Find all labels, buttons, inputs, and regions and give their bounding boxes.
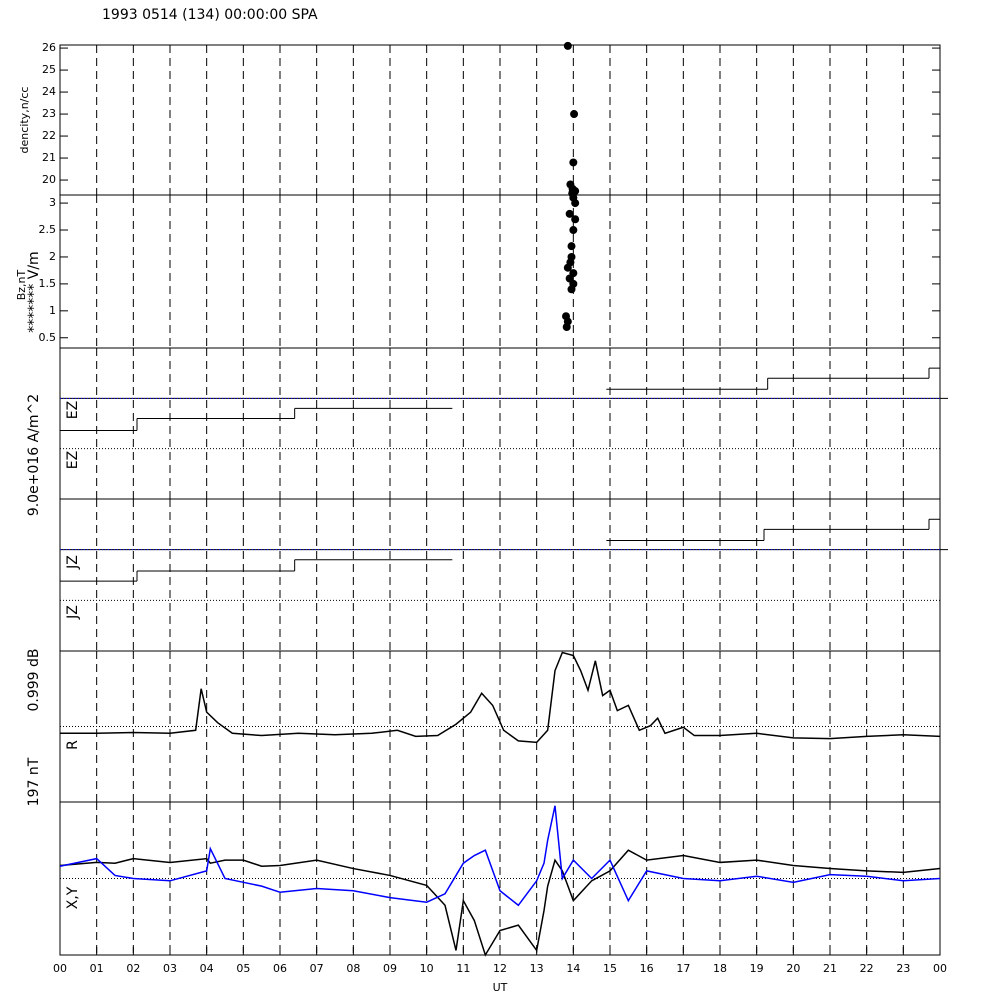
y-tick-label: 0.5	[39, 331, 57, 344]
y-tick-label: 1.5	[39, 277, 57, 290]
x-tick-label: 23	[896, 962, 910, 975]
x-tick-label: 14	[566, 962, 580, 975]
y-tick-label: 21	[42, 151, 56, 164]
y-tick-label: 1	[49, 304, 56, 317]
data-point	[569, 269, 578, 278]
x-tick-label: 17	[676, 962, 690, 975]
x-tick-label: 09	[383, 962, 397, 975]
x-tick-label: 12	[493, 962, 507, 975]
x-tick-label: 15	[603, 962, 617, 975]
data-point	[563, 317, 572, 326]
data-point	[569, 158, 578, 167]
y-axis-label: 0.999 dB	[26, 648, 42, 711]
data-point	[570, 110, 579, 119]
y-axis-label: JZ	[65, 555, 81, 570]
x-tick-label: 01	[90, 962, 104, 975]
data-point	[566, 258, 575, 267]
y-axis-label: X,Y	[65, 886, 81, 909]
x-tick-label: 11	[456, 962, 470, 975]
data-point	[565, 209, 574, 218]
y-axis-label: dencity,n/cc	[18, 87, 31, 154]
panel-frame	[59, 347, 941, 500]
y-axis-label: EZ	[65, 451, 81, 469]
data-point	[569, 193, 578, 202]
y-tick-label: 20	[42, 173, 56, 186]
y-tick-label: 23	[42, 107, 56, 120]
x-tick-label: 00	[53, 962, 67, 975]
x-tick-label: 22	[860, 962, 874, 975]
data-point	[571, 215, 580, 224]
x-tick-label: 10	[420, 962, 434, 975]
y-axis-label: R	[65, 740, 81, 750]
x-tick-label: 13	[530, 962, 544, 975]
x-tick-label: 20	[786, 962, 800, 975]
y-axis-label: ******* V/m	[26, 251, 42, 332]
x-tick-label: 21	[823, 962, 837, 975]
y-tick-label: 2	[49, 250, 56, 263]
x-tick-label: 03	[163, 962, 177, 975]
y-tick-label: 2.5	[39, 223, 57, 236]
y-axis-label: 197 nT	[26, 757, 42, 806]
x-tick-label: 08	[346, 962, 360, 975]
x-tick-label: 16	[640, 962, 654, 975]
panel-frame	[59, 44, 941, 196]
y-tick-label: 22	[42, 129, 56, 142]
x-tick-label: 19	[750, 962, 764, 975]
y-axis-label: JZ	[65, 605, 81, 620]
data-point	[569, 226, 578, 235]
y-tick-label: 25	[42, 63, 56, 76]
chart-title: 1993 0514 (134) 00:00:00 SPA	[102, 7, 318, 23]
x-axis-label: UT	[493, 981, 508, 994]
data-point	[563, 41, 572, 50]
x-tick-label: 04	[200, 962, 214, 975]
y-axis-label: 9.0e+016 A/m^2	[26, 394, 42, 516]
panel-frame	[59, 498, 941, 652]
x-tick-label: 06	[273, 962, 287, 975]
x-tick-label: 00	[933, 962, 947, 975]
data-point	[567, 285, 576, 294]
x-tick-label: 05	[236, 962, 250, 975]
x-tick-label: 07	[310, 962, 324, 975]
x-tick-label: 02	[126, 962, 140, 975]
y-axis-label: Bz,nT	[15, 269, 28, 300]
data-line	[59, 849, 941, 957]
y-axis-label: EZ	[65, 401, 81, 419]
y-tick-label: 3	[49, 196, 56, 209]
x-tick-label: 18	[713, 962, 727, 975]
data-line	[60, 651, 941, 744]
data-line	[59, 805, 941, 907]
data-point	[567, 242, 576, 251]
y-tick-label: 24	[42, 85, 56, 98]
y-tick-label: 26	[42, 41, 56, 54]
